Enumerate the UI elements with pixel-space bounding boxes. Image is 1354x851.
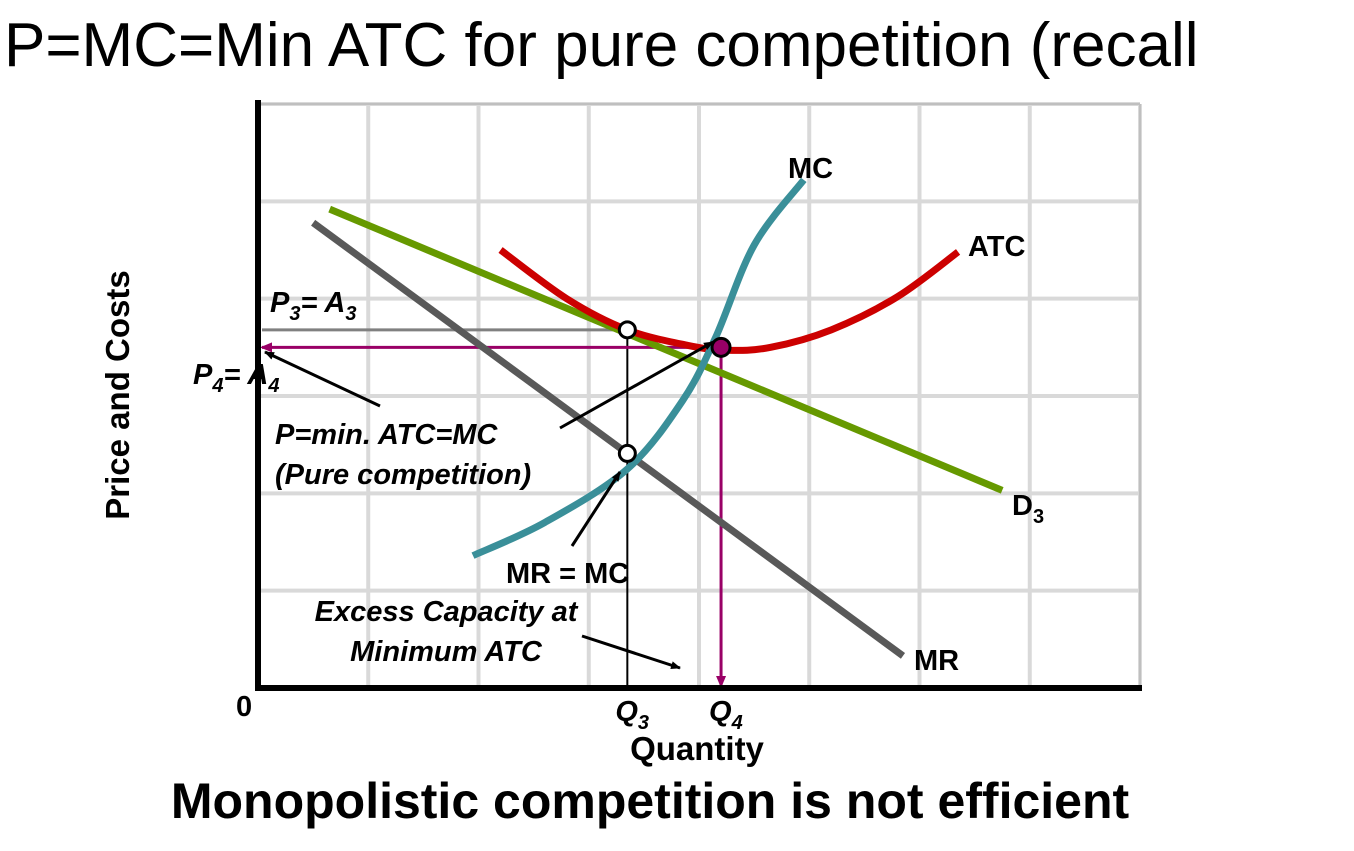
annotation-1: P=min. ATC=MC (Pure competition) xyxy=(275,419,531,491)
y-tick-label-p4: P4= A4 xyxy=(193,359,279,397)
series-line-mr xyxy=(311,219,906,659)
series-line-d3 xyxy=(328,205,1004,494)
points xyxy=(617,320,732,463)
grid xyxy=(258,102,1142,688)
origin-label: 0 xyxy=(236,691,252,723)
series-label-d3: D3 xyxy=(1012,490,1044,528)
axes xyxy=(255,100,1142,691)
annotation-3: Excess Capacity at Minimum ATC xyxy=(315,596,579,668)
series-label-atc: ATC xyxy=(968,231,1026,263)
x-axis-label: Quantity xyxy=(630,730,764,767)
point-q3-on-mc xyxy=(617,443,637,463)
point-q3-on-atc xyxy=(617,320,637,340)
arrow-to-mr-mc xyxy=(570,471,622,547)
y-tick-label-p3: P3= A3 xyxy=(270,287,356,325)
guide-lines xyxy=(260,328,727,688)
arrow-to-p4-label xyxy=(264,350,381,408)
point-q4-min-atc xyxy=(710,336,732,358)
arrow-to-min-atc xyxy=(559,340,714,430)
footer-text: Monopolistic competition is not efficien… xyxy=(170,773,1130,829)
y-axis-label: Price and Costs xyxy=(99,270,136,520)
series-lines xyxy=(311,177,1004,659)
series-label-mr: MR xyxy=(914,645,959,677)
slide-title: P=MC=Min ATC for pure competition (recal… xyxy=(4,11,1199,80)
x-tick-label-q4: Q4 xyxy=(709,696,743,734)
series-line-mc xyxy=(471,177,807,559)
x-tick-label-q3: Q3 xyxy=(615,696,649,734)
annotation-2: MR = MC xyxy=(506,558,629,590)
arrow-to-excess-capacity xyxy=(581,634,681,670)
series-label-mc: MC xyxy=(788,153,833,185)
